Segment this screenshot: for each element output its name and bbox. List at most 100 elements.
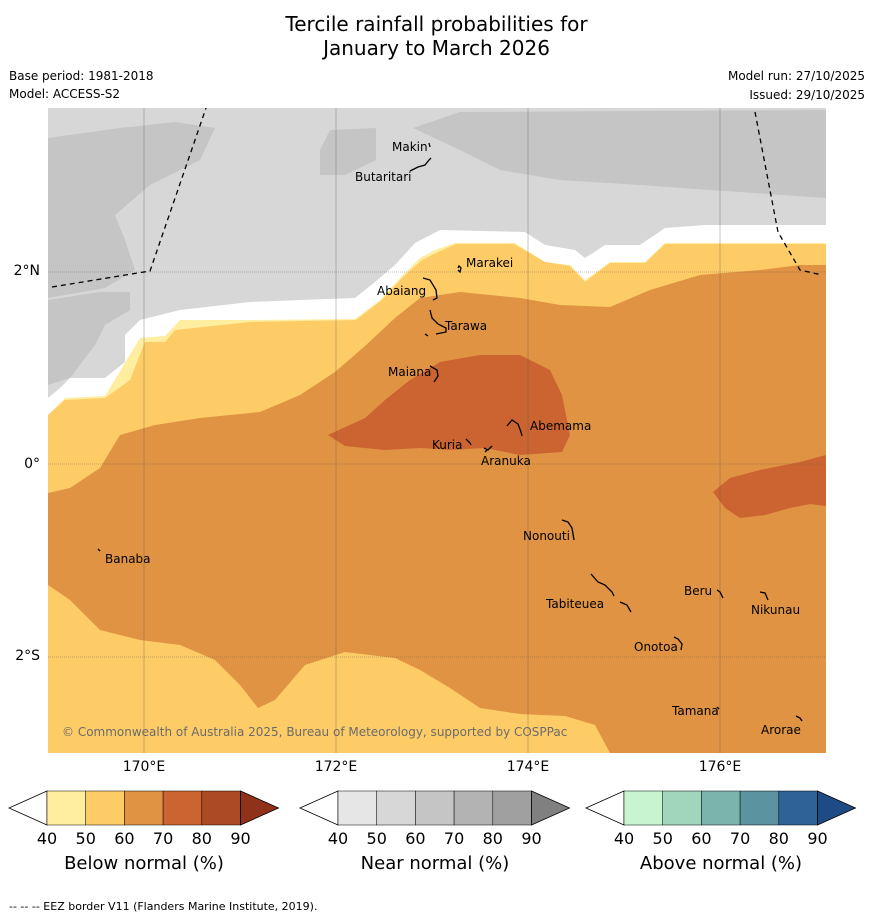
island-tamana bbox=[716, 706, 720, 710]
island-onotoa bbox=[673, 636, 683, 651]
colorbar-below-bin-80-90 bbox=[201, 790, 241, 826]
below-normal-70-80-central bbox=[328, 355, 570, 455]
island-beru bbox=[716, 589, 724, 599]
colorbar-below-bin-40-50 bbox=[46, 790, 86, 826]
island-arorae bbox=[795, 715, 803, 722]
colorbar-near-tick-70: 70 bbox=[444, 829, 464, 848]
colorbar-near-bin-70-80 bbox=[453, 790, 494, 826]
colorbar-near-normal: 40 50 60 70 80 90 bbox=[299, 790, 571, 848]
colorbar-below-label: Below normal (%) bbox=[64, 853, 224, 874]
colorbar-above-tick-70: 70 bbox=[730, 829, 750, 848]
near-normal-60-70-north bbox=[320, 128, 376, 175]
colorbar-above-under-triangle bbox=[585, 790, 625, 826]
colorbar-near-under-triangle bbox=[299, 790, 339, 826]
island-banaba bbox=[97, 548, 101, 552]
colorbar-near-bin-80-90 bbox=[492, 790, 532, 826]
island-tarawa bbox=[424, 309, 447, 337]
lon-tick-170e: 170°E bbox=[122, 759, 166, 775]
label-butaritari: Butaritari bbox=[355, 170, 412, 184]
parallels bbox=[48, 271, 826, 658]
colorbar-near-tick-50: 50 bbox=[367, 829, 387, 848]
label-kuria: Kuria bbox=[432, 438, 463, 452]
colorbar-below-bin-60-70 bbox=[124, 790, 164, 826]
island-nonouti bbox=[561, 519, 575, 541]
colorbar-near-tick-90: 90 bbox=[521, 829, 541, 848]
island-tabiteuea bbox=[590, 573, 632, 613]
colorbar-near-tick-80: 80 bbox=[483, 829, 503, 848]
issued-date: Issued: 29/10/2025 bbox=[749, 88, 865, 102]
colorbar-below-normal: 40 50 60 70 80 90 bbox=[8, 790, 280, 848]
island-kuria bbox=[465, 438, 472, 446]
colorbar-below-tick-80: 80 bbox=[192, 829, 212, 848]
colorbar-below-over-triangle bbox=[240, 790, 280, 826]
label-marakei: Marakei bbox=[466, 256, 513, 270]
attribution: © Commonwealth of Australia 2025, Bureau… bbox=[62, 725, 567, 739]
label-tamana: Tamana bbox=[671, 704, 719, 718]
label-makin: Makin bbox=[392, 140, 428, 154]
label-abaiang: Abaiang bbox=[377, 284, 426, 298]
colorbar-above-bin-40-50 bbox=[623, 790, 663, 826]
island-abemama bbox=[506, 419, 523, 437]
island-aranuka bbox=[483, 445, 493, 453]
label-aranuka: Aranuka bbox=[481, 454, 531, 468]
colorbar-above-tick-90: 90 bbox=[807, 829, 827, 848]
colorbar-above-tick-80: 80 bbox=[769, 829, 789, 848]
islands bbox=[97, 142, 803, 722]
label-banaba: Banaba bbox=[105, 552, 151, 566]
colorbar-above-bin-70-80 bbox=[739, 790, 780, 826]
colorbar-below-tick-60: 60 bbox=[114, 829, 134, 848]
chart-title: Tercile rainfall probabilities for Janua… bbox=[0, 12, 873, 60]
lat-tick-2n: 2°N bbox=[13, 263, 40, 279]
lon-tick-174e: 174°E bbox=[506, 759, 550, 775]
island-abaiang bbox=[422, 277, 438, 301]
colorbar-above-tick-40: 40 bbox=[614, 829, 634, 848]
below-normal-70-80-east bbox=[713, 455, 826, 518]
colorbar-above-normal: 40 50 60 70 80 90 bbox=[585, 790, 857, 848]
near-normal-60-70-northwest bbox=[48, 108, 215, 298]
label-tarawa: Tarawa bbox=[444, 319, 487, 333]
place-labels: Makin Butaritari Marakei Abaiang Tarawa … bbox=[105, 140, 801, 737]
label-nonouti: Nonouti bbox=[523, 529, 570, 543]
colorbar-below-under-triangle bbox=[8, 790, 48, 826]
lat-tick-2s: 2°S bbox=[15, 648, 40, 664]
colorbar-below-tick-70: 70 bbox=[153, 829, 173, 848]
colorbar-near-tick-40: 40 bbox=[328, 829, 348, 848]
colorbar-below-bin-50-60 bbox=[85, 790, 125, 826]
lon-tick-172e: 172°E bbox=[314, 759, 358, 775]
eez-border bbox=[51, 108, 823, 288]
colorbar-below-tick-90: 90 bbox=[230, 829, 250, 848]
island-marakei bbox=[457, 264, 462, 274]
colorbar-above-bin-80-90 bbox=[778, 790, 818, 826]
title-line-2: January to March 2026 bbox=[323, 36, 550, 60]
label-onotoa: Onotoa bbox=[634, 640, 678, 654]
eez-border-west bbox=[51, 108, 207, 288]
colorbar-near-bin-50-60 bbox=[376, 790, 416, 826]
island-nikunau bbox=[759, 591, 769, 601]
probability-field bbox=[48, 108, 826, 753]
island-maiana bbox=[429, 365, 439, 383]
colorbar-near-label: Near normal (%) bbox=[360, 853, 510, 874]
eez-border-east bbox=[754, 111, 823, 276]
model-name: Model: ACCESS-S2 bbox=[9, 87, 121, 101]
label-beru: Beru bbox=[684, 584, 712, 598]
colorbar-above-label: Above normal (%) bbox=[639, 853, 803, 874]
colorbar-above-over-triangle bbox=[817, 790, 857, 826]
colorbar-above-bin-50-60 bbox=[662, 790, 702, 826]
lon-tick-176e: 176°E bbox=[698, 759, 742, 775]
colorbar-near-tick-60: 60 bbox=[405, 829, 425, 848]
near-normal-60-70-west bbox=[48, 292, 130, 385]
model-run: Model run: 27/10/2025 bbox=[727, 69, 865, 83]
lat-tick-0: 0° bbox=[24, 456, 40, 472]
colorbar-above-bin-60-70 bbox=[701, 790, 741, 826]
island-butaritari bbox=[409, 157, 432, 172]
graticule bbox=[143, 108, 721, 753]
below-normal-60-70-region bbox=[48, 265, 826, 753]
colorbar-near-bin-40-50 bbox=[337, 790, 377, 826]
colorbar-near-over-triangle bbox=[531, 790, 571, 826]
colorbar-above-tick-50: 50 bbox=[653, 829, 673, 848]
base-period: Base period: 1981-2018 bbox=[9, 69, 154, 83]
label-maiana: Maiana bbox=[388, 365, 431, 379]
title-line-1: Tercile rainfall probabilities for bbox=[285, 12, 588, 36]
label-arorae: Arorae bbox=[761, 723, 801, 737]
